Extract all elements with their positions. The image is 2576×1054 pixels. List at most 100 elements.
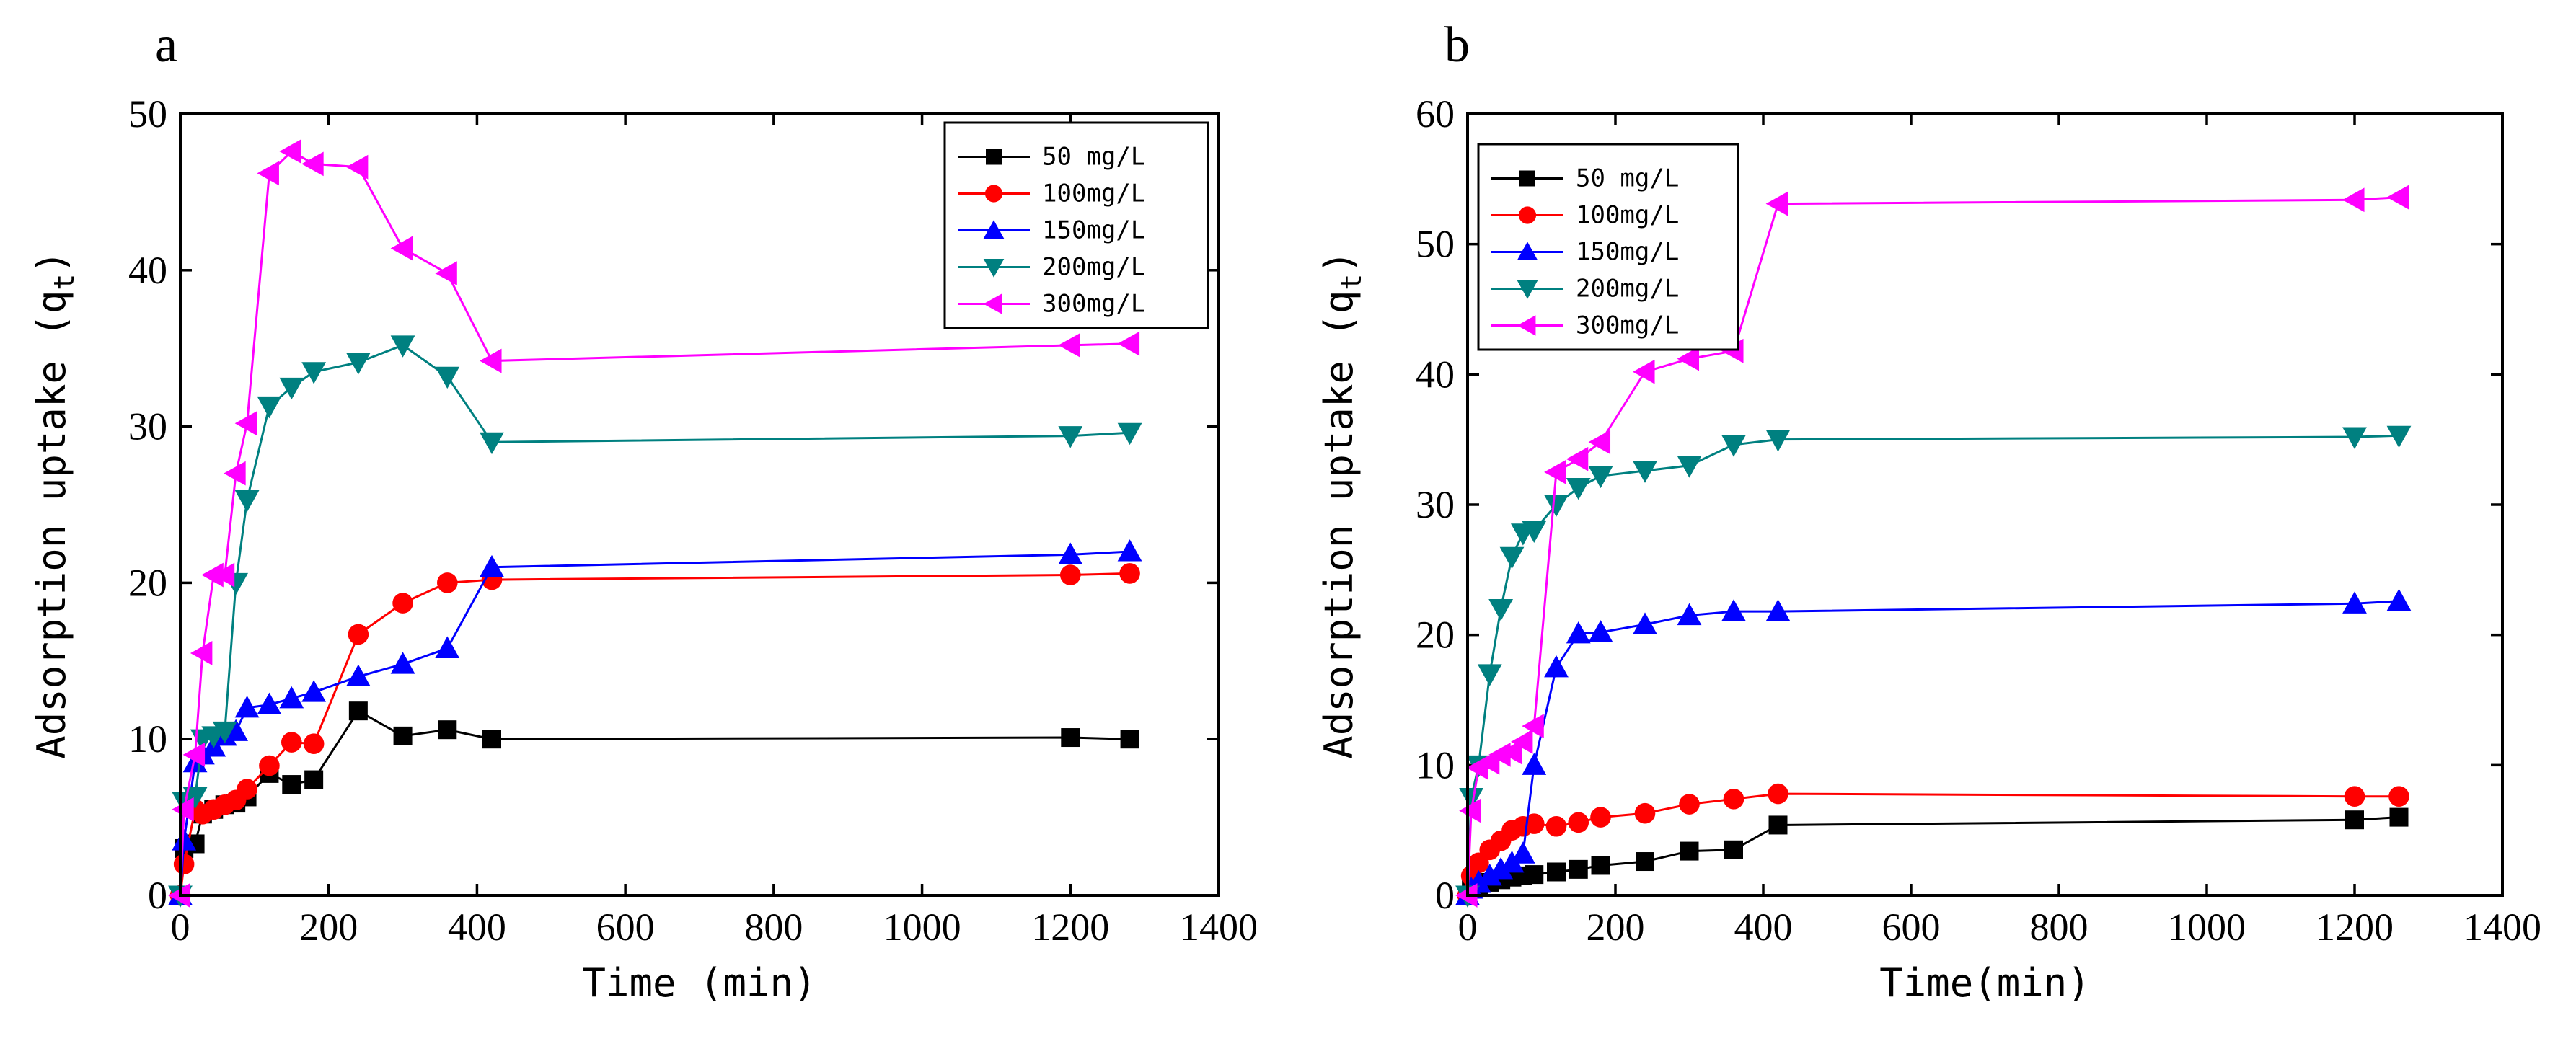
panel-b-x-tick-label: 600 [1882, 905, 1941, 949]
panel-b-series-4-point [1544, 459, 1566, 484]
panel-a-series-0-point [438, 720, 457, 740]
panel-a-y-tick-label: 50 [128, 92, 167, 136]
panel-b-x-tick-label: 0 [1458, 905, 1478, 949]
panel-b-series-3-point [1488, 599, 1514, 621]
panel-b-x-tick-label: 1000 [2168, 905, 2246, 949]
panel-b-series-4-point [1677, 346, 1700, 371]
panel-a-series-3-point [301, 362, 327, 384]
panel-a-series-0-point [304, 770, 324, 789]
panel-a-series-4-point [190, 641, 213, 665]
panel-b-series-0-point [1636, 852, 1654, 872]
panel-a-series-0-point [282, 775, 301, 794]
panel-b-series-3-point [1588, 466, 1613, 489]
panel-b-series-2-point [1477, 864, 1502, 886]
panel-b-legend-label-1: 100mg/L [1576, 201, 1679, 230]
panel-b-x-axis-title: Time(min) [1879, 960, 2091, 1006]
panel-a-series-3-point [480, 432, 504, 455]
panel-a-legend-label-2: 150mg/L [1042, 216, 1145, 245]
panel-a-series-4-point [212, 562, 235, 588]
panel-a-y-axis-title: Adsorption uptake (qt) [29, 250, 80, 759]
panel-a: a 0 200 400 600 800 1000 1200 1400 0 10 20 30 40 50 T… [29, 17, 1258, 1006]
panel-a-series-2-point [234, 695, 260, 718]
panel-b: b 0 200 400 600 800 1000 1200 1400 0 10 20 30 40 50 60… [1316, 17, 2541, 1006]
panel-b-series-4-point [1765, 191, 1788, 216]
panel-b-ticks: 0 200 400 600 800 1000 1200 1400 0 10 20 30 40 50 60 [1416, 92, 2541, 949]
panel-a-series-4-point [390, 236, 413, 261]
panel-b-series-3-point [2342, 427, 2367, 449]
panel-b-series-1-point [1523, 813, 1545, 834]
panel-a-series-4-point [301, 151, 324, 177]
panel-b-legend-marker-2 [1517, 242, 1538, 260]
panel-a-series-3-point [182, 787, 208, 810]
panel-b-series-1-point [1568, 812, 1589, 833]
panel-a-y-tick-label: 30 [128, 405, 167, 448]
panel-a-series-2-point [390, 652, 415, 674]
panel-a-series-1-point [259, 755, 280, 776]
panel-b-series-2-point [1677, 603, 1702, 626]
panel-a-series-0-point [1061, 728, 1080, 748]
panel-b-series-3-point [1544, 495, 1569, 517]
panel-a-series-4-point [201, 562, 224, 588]
panel-a-series-4-point [172, 797, 194, 822]
panel-a-legend-label-0: 50 mg/L [1042, 143, 1145, 172]
panel-a-series-2-point [1117, 539, 1142, 562]
panel-b-y-tick-label: 60 [1416, 92, 1455, 136]
panel-a-frame [179, 112, 1220, 897]
panel-a-x-tick-label: 1200 [1031, 905, 1109, 949]
panel-b-series-3-point [1477, 664, 1502, 686]
panel-a-series-4-point [345, 154, 369, 180]
panel-a-series-3-point [212, 721, 237, 744]
panel-a-series-4-point [182, 742, 206, 767]
panel-a-x-tick-label: 400 [448, 905, 506, 949]
panel-b-series-1-point [1679, 794, 1700, 815]
panel-b-y-tick-label: 20 [1416, 614, 1455, 657]
panel-b-legend: 50 mg/L 100mg/L 150mg/L 200mg/L 300mg/L [1477, 143, 1739, 351]
panel-b-series-2-point [1721, 599, 1746, 621]
panel-a-y-axis-title-sub: t [48, 274, 80, 291]
panel-b-series-2-point [1566, 621, 1591, 644]
panel-b-x-tick-label: 200 [1587, 905, 1645, 949]
panel-a-series-1-point [392, 593, 413, 614]
panel-a-y-tick-label: 20 [128, 561, 167, 604]
panel-a-series-4-point [234, 411, 257, 436]
panel-b-series-1-point [1634, 802, 1656, 824]
panel-a-series-1-point [348, 624, 369, 645]
panel-b-series-2-point [1522, 753, 1547, 775]
panel-a-series-2-point [279, 686, 304, 709]
panel-b-y-axis-title-main: Adsorption uptake (q [1316, 291, 1362, 759]
panel-b-series-2-point [1633, 612, 1657, 634]
panel-a-ticks: 0 200 400 600 800 1000 1200 1400 0 10 20 30 40 50 [128, 92, 1258, 949]
panel-a-series-1-point [237, 779, 257, 800]
panel-a-x-axis-title: Time (min) [582, 960, 816, 1006]
panel-b-series-3-point [1721, 435, 1746, 457]
panel-a-legend-marker-3 [983, 259, 1005, 278]
panel-a-legend-marker-2 [983, 220, 1005, 239]
panel-a-series-4-point [1058, 332, 1080, 358]
panel-a-series-3-point [390, 335, 415, 358]
panel-b-series-4-point [1510, 729, 1533, 754]
panel-b-series-1-point [2344, 786, 2365, 807]
panel-b-series-3-point [1459, 787, 1484, 810]
panel-b-series-1-point [1590, 807, 1611, 828]
panel-a-series-4-point [480, 348, 502, 373]
panel-a-series-4-point [1117, 331, 1140, 356]
panel-a-series-1-point [436, 572, 458, 593]
panel-b-series-4-point [2342, 187, 2365, 213]
panel-b-series-2-point [1588, 620, 1613, 642]
panel-b-series-4-point [1459, 798, 1481, 823]
panel-b-legend-label-2: 150mg/L [1576, 238, 1679, 267]
panel-b-series-4-point [1522, 714, 1544, 739]
panel-b-series-0-point [1591, 856, 1610, 875]
panel-a-legend-label-1: 100mg/L [1042, 180, 1145, 208]
panel-b-legend-marker-0 [1519, 170, 1535, 187]
panel-a-series-0-point [1120, 730, 1139, 749]
panel-a-series-2-point [480, 554, 504, 577]
panel-b-y-axis-title-sub: t [1336, 274, 1367, 291]
panel-a-series-4-point [257, 161, 279, 186]
panel-a-series-3-point [1058, 426, 1083, 448]
panel-b-series-3-line [1466, 434, 2399, 896]
panel-b-series-4-point [1488, 742, 1511, 767]
panel-b-series-0-point [2345, 810, 2364, 830]
panel-a-series-3-point [435, 366, 460, 389]
